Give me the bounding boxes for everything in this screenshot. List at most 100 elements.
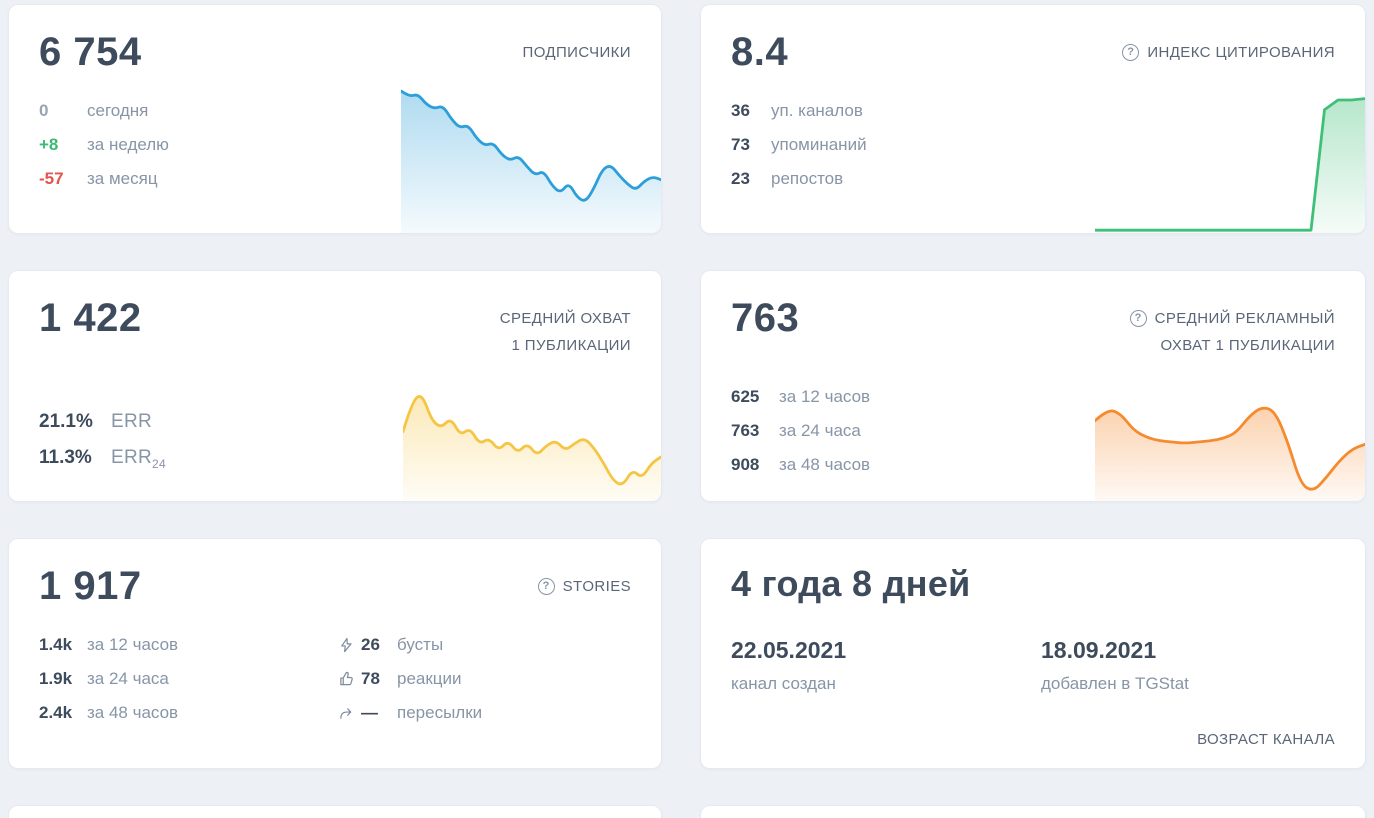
forward-icon (339, 705, 361, 721)
reactions-value: 78 (361, 669, 380, 688)
channel-age-value: 4 года 8 дней (731, 563, 971, 604)
help-icon[interactable]: ? (1122, 44, 1140, 61)
stat-row: 625 за 12 часов (731, 385, 1335, 409)
stat-label: за 48 часов (87, 703, 179, 722)
stat-value: 36 (731, 101, 750, 120)
stat-row: 0 сегодня (39, 99, 631, 123)
partial-card (700, 805, 1366, 818)
stories-card-head: 1 917 ? STORIES (39, 565, 631, 607)
stat-value: 2.4k (39, 703, 73, 722)
stories-engagement: 26 бусты 78 реакции — (339, 633, 482, 735)
avg-reach-card-title: СРЕДНИЙ ОХВАТ 1 ПУБЛИКАЦИИ (500, 305, 631, 359)
stat-value: 73 (731, 135, 750, 154)
citation-title-text: ИНДЕКС ЦИТИРОВАНИЯ (1147, 44, 1335, 61)
channel-added-label: добавлен в TGStat (1041, 673, 1189, 693)
stat-label: за 48 часов (779, 455, 871, 474)
boosts-value: 26 (361, 635, 380, 654)
channel-created-date: 22.05.2021 (731, 636, 847, 663)
citation-stats: 36 уп. каналов 73 упоминаний 23 репостов (731, 99, 1335, 191)
citation-index-value: 8.4 (731, 30, 789, 74)
stat-value: 0 (39, 101, 49, 120)
err24-value: 11.3% (39, 447, 92, 468)
stat-label: за 24 часа (779, 421, 861, 440)
stat-row: 36 уп. каналов (731, 99, 1335, 123)
stat-row: 1.4k за 12 часов (39, 633, 339, 657)
stat-label: репостов (771, 169, 844, 188)
err24-label: ERR24 (111, 447, 166, 471)
stat-value: -57 (39, 169, 64, 188)
subscribers-card-title: ПОДПИСЧИКИ (522, 44, 631, 61)
forwards-value: — (361, 703, 378, 722)
stat-label: за 12 часов (779, 387, 871, 406)
avg-reach-card: 1 422 СРЕДНИЙ ОХВАТ 1 ПУБЛИКАЦИИ 21.1% E… (8, 270, 662, 502)
stat-row: 1.9k за 24 часа (39, 667, 339, 691)
subscribers-card-head: 6 754 ПОДПИСЧИКИ (39, 31, 631, 73)
stories-card-title: ? STORIES (537, 573, 631, 600)
stories-count: 1 917 (39, 564, 142, 608)
stat-row: 908 за 48 часов (731, 453, 1335, 477)
avg-ad-reach-value: 763 (731, 296, 800, 340)
reactions-label: реакции (397, 669, 462, 688)
stories-card: 1 917 ? STORIES 1.4k за 12 часов 1.9k (8, 538, 662, 769)
partial-card (8, 805, 662, 818)
stat-label: за 24 часа (87, 669, 169, 688)
avg-reach-value: 1 422 (39, 296, 142, 340)
forwards-label: пересылки (397, 703, 483, 722)
help-icon[interactable]: ? (537, 578, 555, 595)
stat-row: 23 репостов (731, 167, 1335, 191)
stat-row: -57 за месяц (39, 167, 631, 191)
err-label: ERR (111, 411, 153, 432)
err-stats: 21.1% ERR 11.3% ERR24 (39, 411, 631, 471)
stat-value: +8 (39, 135, 59, 154)
engagement-row: 26 бусты (339, 633, 482, 657)
boosts-label: бусты (397, 635, 444, 654)
err24-subscript: 24 (152, 456, 166, 471)
stat-value: 625 (731, 387, 760, 406)
avg-reach-title-line1: СРЕДНИЙ ОХВАТ (499, 310, 631, 327)
help-icon[interactable]: ? (1129, 310, 1147, 327)
avg-reach-card-head: 1 422 СРЕДНИЙ ОХВАТ 1 ПУБЛИКАЦИИ (39, 297, 631, 359)
stat-label: за 12 часов (87, 635, 179, 654)
stat-label: упоминаний (771, 135, 867, 154)
channel-age-card: 4 года 8 дней 22.05.2021 канал создан 18… (700, 538, 1366, 769)
stories-columns: 1.4k за 12 часов 1.9k за 24 часа 2.4k за… (39, 633, 631, 735)
citation-index-card: 8.4 ? ИНДЕКС ЦИТИРОВАНИЯ 36 уп. каналов … (700, 4, 1366, 234)
stat-label: за месяц (87, 169, 158, 188)
avg-ad-reach-card: 763 ? СРЕДНИЙ РЕКЛАМНЫЙ ОХВАТ 1 ПУБЛИКАЦ… (700, 270, 1366, 502)
citation-sparkline-chart (1095, 93, 1365, 233)
stories-stats: 1.4k за 12 часов 1.9k за 24 часа 2.4k за… (39, 633, 339, 735)
citation-card-head: 8.4 ? ИНДЕКС ЦИТИРОВАНИЯ (731, 31, 1335, 73)
age-dates: 22.05.2021 канал создан 18.09.2021 добав… (731, 637, 1335, 694)
stories-title-text: STORIES (562, 578, 631, 595)
channel-created-block: 22.05.2021 канал создан (731, 637, 1041, 694)
stat-row: 763 за 24 часа (731, 419, 1335, 443)
stat-row: 2.4k за 48 часов (39, 701, 339, 725)
bolt-icon (339, 637, 361, 653)
subscribers-count: 6 754 (39, 30, 142, 74)
subscribers-card: 6 754 ПОДПИСЧИКИ 0 сегодня +8 за неделю … (8, 4, 662, 234)
stat-label: сегодня (87, 101, 149, 120)
stat-label: уп. каналов (771, 101, 863, 120)
channel-added-date: 18.09.2021 (1041, 636, 1157, 663)
stat-row: +8 за неделю (39, 133, 631, 157)
avg-ad-reach-sparkline-chart (1095, 383, 1365, 501)
engagement-row: 78 реакции (339, 667, 482, 691)
stat-label: за неделю (87, 135, 169, 154)
subscribers-sparkline-chart (401, 85, 661, 233)
channel-added-block: 18.09.2021 добавлен в TGStat (1041, 637, 1351, 694)
avg-ad-reach-stats: 625 за 12 часов 763 за 24 часа 908 за 48… (731, 385, 1335, 477)
channel-age-footer: ВОЗРАСТ КАНАЛА (1197, 731, 1335, 748)
stat-value: 1.4k (39, 635, 73, 654)
avg-reach-title-line2: 1 ПУБЛИКАЦИИ (511, 337, 631, 354)
err-row: 21.1% ERR (39, 411, 631, 433)
avg-ad-reach-title-line1: СРЕДНИЙ РЕКЛАМНЫЙ (1154, 310, 1335, 327)
stat-value: 23 (731, 169, 750, 188)
stat-value: 1.9k (39, 669, 73, 688)
err24-row: 11.3% ERR24 (39, 447, 631, 471)
channel-created-label: канал создан (731, 673, 836, 693)
stat-value: 908 (731, 455, 760, 474)
engagement-row: — пересылки (339, 701, 482, 725)
thumbs-up-icon (339, 671, 361, 687)
